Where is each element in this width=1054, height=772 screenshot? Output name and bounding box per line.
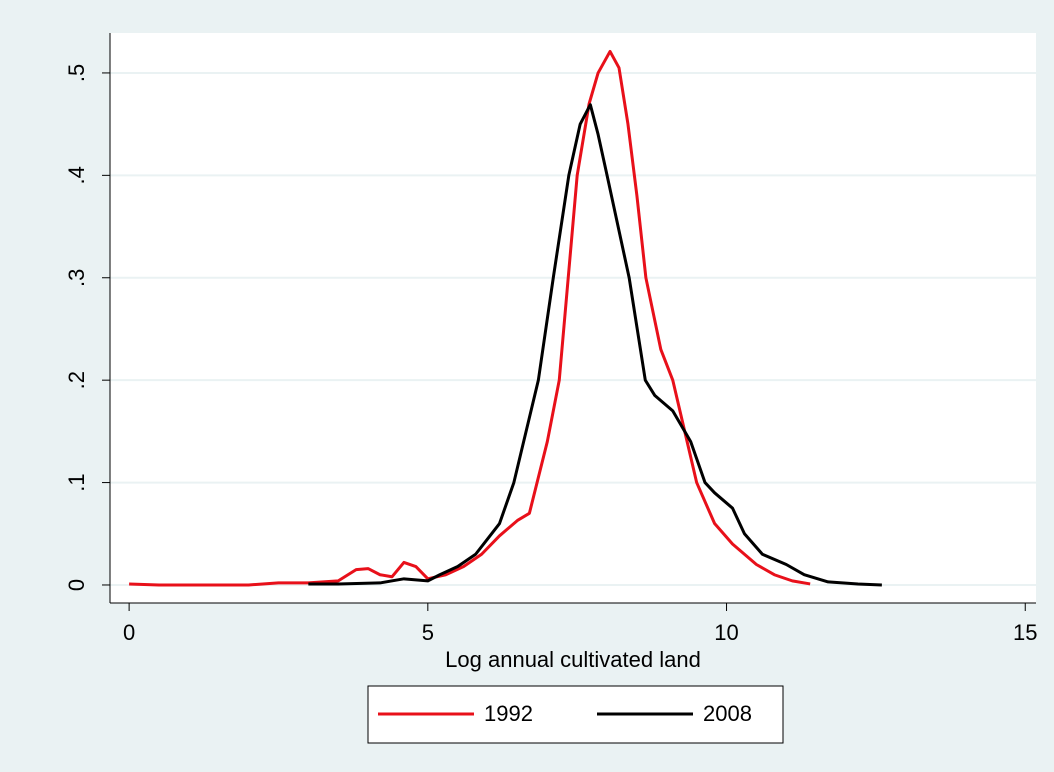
y-tick-label: 0 — [64, 579, 89, 591]
y-tick-label: .2 — [64, 371, 89, 389]
density-line — [129, 49, 811, 587]
legend-label: 1992 — [484, 701, 533, 726]
x-tick-label: 10 — [714, 620, 738, 645]
y-tick-label: .5 — [64, 64, 89, 82]
y-tick-label: .3 — [64, 269, 89, 287]
x-tick-label: 0 — [123, 620, 135, 645]
y-tick-label: .1 — [64, 473, 89, 491]
x-tick-label: 15 — [1013, 620, 1037, 645]
legend-label: 2008 — [703, 701, 752, 726]
y-tick-label: .4 — [64, 166, 89, 184]
plot-area — [110, 33, 1036, 603]
x-axis-label: Log annual cultivated land — [445, 647, 701, 672]
density-line — [308, 103, 882, 587]
x-tick-label: 5 — [422, 620, 434, 645]
